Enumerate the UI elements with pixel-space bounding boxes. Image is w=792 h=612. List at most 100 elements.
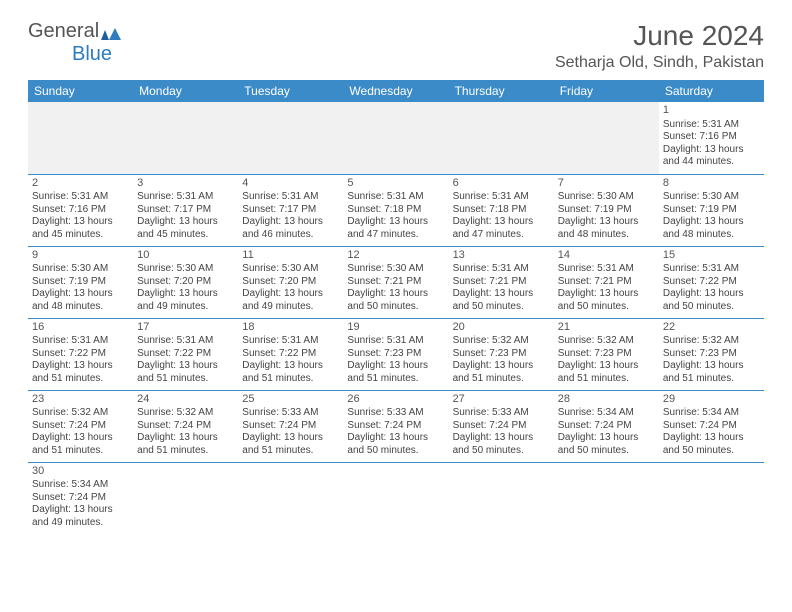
calendar-week: 16Sunrise: 5:31 AMSunset: 7:22 PMDayligh…	[28, 318, 764, 390]
sunrise-line: Sunrise: 5:34 AM	[558, 407, 655, 420]
daylight-line: Daylight: 13 hours and 49 minutes.	[137, 288, 234, 313]
sunset-line: Sunset: 7:18 PM	[453, 204, 550, 217]
sunset-line: Sunset: 7:21 PM	[453, 276, 550, 289]
day-number: 12	[347, 249, 444, 263]
sunrise-line: Sunrise: 5:31 AM	[242, 191, 339, 204]
calendar-day: 2Sunrise: 5:31 AMSunset: 7:16 PMDaylight…	[28, 174, 133, 246]
day-number: 8	[663, 177, 760, 191]
calendar-week: 23Sunrise: 5:32 AMSunset: 7:24 PMDayligh…	[28, 390, 764, 462]
day-number: 23	[32, 393, 129, 407]
sunset-line: Sunset: 7:23 PM	[347, 348, 444, 361]
day-number: 18	[242, 321, 339, 335]
calendar-day: 4Sunrise: 5:31 AMSunset: 7:17 PMDaylight…	[238, 174, 343, 246]
logo-text: General Blue	[28, 20, 121, 66]
sunrise-line: Sunrise: 5:32 AM	[32, 407, 129, 420]
day-number: 7	[558, 177, 655, 191]
sunset-line: Sunset: 7:24 PM	[663, 420, 760, 433]
day-number: 16	[32, 321, 129, 335]
calendar-day: 6Sunrise: 5:31 AMSunset: 7:18 PMDaylight…	[449, 174, 554, 246]
day-number: 3	[137, 177, 234, 191]
daylight-line: Daylight: 13 hours and 50 minutes.	[663, 432, 760, 457]
sunrise-line: Sunrise: 5:30 AM	[347, 263, 444, 276]
calendar-day: 23Sunrise: 5:32 AMSunset: 7:24 PMDayligh…	[28, 390, 133, 462]
calendar-empty	[659, 462, 764, 534]
daylight-line: Daylight: 13 hours and 50 minutes.	[663, 288, 760, 313]
sunset-line: Sunset: 7:17 PM	[137, 204, 234, 217]
day-number: 29	[663, 393, 760, 407]
daylight-line: Daylight: 13 hours and 47 minutes.	[347, 216, 444, 241]
daylight-line: Daylight: 13 hours and 51 minutes.	[242, 360, 339, 385]
sunrise-line: Sunrise: 5:33 AM	[347, 407, 444, 420]
sunset-line: Sunset: 7:23 PM	[663, 348, 760, 361]
day-number: 13	[453, 249, 550, 263]
calendar-day: 30Sunrise: 5:34 AMSunset: 7:24 PMDayligh…	[28, 462, 133, 534]
calendar-day: 27Sunrise: 5:33 AMSunset: 7:24 PMDayligh…	[449, 390, 554, 462]
sunset-line: Sunset: 7:24 PM	[558, 420, 655, 433]
sunrise-line: Sunrise: 5:31 AM	[663, 263, 760, 276]
day-number: 14	[558, 249, 655, 263]
day-number: 9	[32, 249, 129, 263]
day-number: 6	[453, 177, 550, 191]
day-header: Wednesday	[343, 80, 448, 102]
sunset-line: Sunset: 7:24 PM	[242, 420, 339, 433]
sunrise-line: Sunrise: 5:31 AM	[32, 335, 129, 348]
day-header: Tuesday	[238, 80, 343, 102]
flag-icon	[101, 25, 121, 39]
calendar-week: 1Sunrise: 5:31 AMSunset: 7:16 PMDaylight…	[28, 102, 764, 174]
sunrise-line: Sunrise: 5:33 AM	[242, 407, 339, 420]
calendar-week: 30Sunrise: 5:34 AMSunset: 7:24 PMDayligh…	[28, 462, 764, 534]
calendar-empty	[133, 462, 238, 534]
day-number: 4	[242, 177, 339, 191]
day-header-row: SundayMondayTuesdayWednesdayThursdayFrid…	[28, 80, 764, 102]
calendar-empty	[554, 462, 659, 534]
daylight-line: Daylight: 13 hours and 45 minutes.	[32, 216, 129, 241]
sunset-line: Sunset: 7:24 PM	[137, 420, 234, 433]
sunrise-line: Sunrise: 5:31 AM	[32, 191, 129, 204]
day-number: 20	[453, 321, 550, 335]
daylight-line: Daylight: 13 hours and 50 minutes.	[453, 288, 550, 313]
calendar-day: 17Sunrise: 5:31 AMSunset: 7:22 PMDayligh…	[133, 318, 238, 390]
sunrise-line: Sunrise: 5:34 AM	[32, 479, 129, 492]
day-number: 5	[347, 177, 444, 191]
calendar-table: SundayMondayTuesdayWednesdayThursdayFrid…	[28, 80, 764, 534]
daylight-line: Daylight: 13 hours and 50 minutes.	[347, 432, 444, 457]
calendar-day: 20Sunrise: 5:32 AMSunset: 7:23 PMDayligh…	[449, 318, 554, 390]
sunrise-line: Sunrise: 5:31 AM	[453, 263, 550, 276]
daylight-line: Daylight: 13 hours and 51 minutes.	[32, 360, 129, 385]
sunrise-line: Sunrise: 5:32 AM	[558, 335, 655, 348]
calendar-day: 25Sunrise: 5:33 AMSunset: 7:24 PMDayligh…	[238, 390, 343, 462]
day-number: 2	[32, 177, 129, 191]
sunset-line: Sunset: 7:22 PM	[32, 348, 129, 361]
daylight-line: Daylight: 13 hours and 50 minutes.	[558, 288, 655, 313]
day-number: 24	[137, 393, 234, 407]
sunrise-line: Sunrise: 5:30 AM	[137, 263, 234, 276]
month-title: June 2024	[555, 20, 764, 52]
daylight-line: Daylight: 13 hours and 50 minutes.	[347, 288, 444, 313]
sunset-line: Sunset: 7:19 PM	[32, 276, 129, 289]
calendar-empty	[554, 102, 659, 174]
daylight-line: Daylight: 13 hours and 51 minutes.	[137, 360, 234, 385]
daylight-line: Daylight: 13 hours and 51 minutes.	[453, 360, 550, 385]
daylight-line: Daylight: 13 hours and 47 minutes.	[453, 216, 550, 241]
sunrise-line: Sunrise: 5:30 AM	[558, 191, 655, 204]
calendar-day: 14Sunrise: 5:31 AMSunset: 7:21 PMDayligh…	[554, 246, 659, 318]
sunset-line: Sunset: 7:16 PM	[663, 131, 760, 144]
sunrise-line: Sunrise: 5:31 AM	[558, 263, 655, 276]
calendar-day: 11Sunrise: 5:30 AMSunset: 7:20 PMDayligh…	[238, 246, 343, 318]
calendar-day: 22Sunrise: 5:32 AMSunset: 7:23 PMDayligh…	[659, 318, 764, 390]
location: Setharja Old, Sindh, Pakistan	[555, 54, 764, 72]
daylight-line: Daylight: 13 hours and 51 minutes.	[32, 432, 129, 457]
sunset-line: Sunset: 7:24 PM	[347, 420, 444, 433]
sunset-line: Sunset: 7:21 PM	[347, 276, 444, 289]
day-header: Friday	[554, 80, 659, 102]
title-block: June 2024 Setharja Old, Sindh, Pakistan	[555, 20, 764, 72]
calendar-day: 18Sunrise: 5:31 AMSunset: 7:22 PMDayligh…	[238, 318, 343, 390]
daylight-line: Daylight: 13 hours and 50 minutes.	[453, 432, 550, 457]
daylight-line: Daylight: 13 hours and 45 minutes.	[137, 216, 234, 241]
sunset-line: Sunset: 7:24 PM	[32, 420, 129, 433]
sunrise-line: Sunrise: 5:31 AM	[663, 119, 760, 132]
daylight-line: Daylight: 13 hours and 48 minutes.	[558, 216, 655, 241]
daylight-line: Daylight: 13 hours and 51 minutes.	[663, 360, 760, 385]
sunrise-line: Sunrise: 5:32 AM	[453, 335, 550, 348]
sunset-line: Sunset: 7:23 PM	[453, 348, 550, 361]
